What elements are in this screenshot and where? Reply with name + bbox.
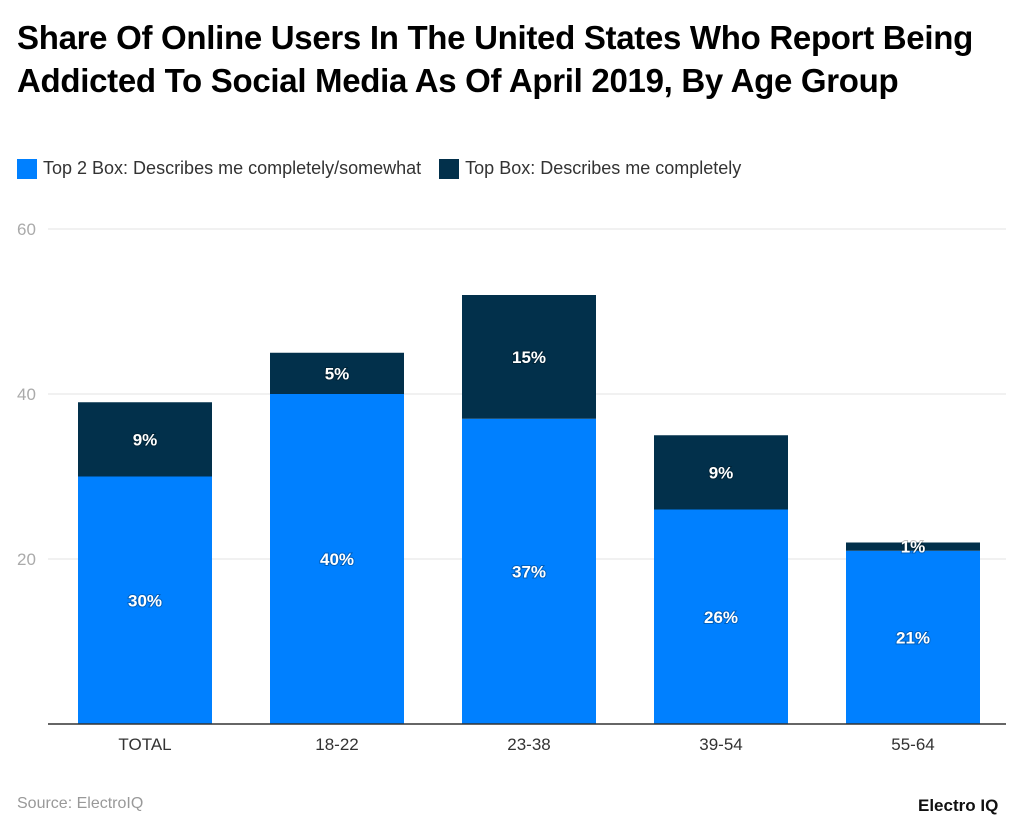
legend-item-top2: Top 2 Box: Describes me completely/somew… <box>17 158 421 179</box>
data-label: 9% <box>133 430 158 449</box>
bar-top2-23-38 <box>462 418 596 724</box>
data-label: 26% <box>704 608 738 627</box>
bar-top-39-54 <box>654 435 788 510</box>
data-label: 5% <box>325 364 350 383</box>
data-label: 1% <box>901 538 926 557</box>
data-label: 40% <box>320 550 354 569</box>
x-tick-label: 23-38 <box>507 735 550 754</box>
legend-label-top: Top Box: Describes me completely <box>465 158 742 178</box>
bar-top2-total <box>78 476 212 724</box>
bar-top2-18-22 <box>270 394 404 724</box>
legend: Top 2 Box: Describes me completely/somew… <box>17 158 741 179</box>
bar-top2-39-54 <box>654 509 788 724</box>
x-tick-label: 18-22 <box>315 735 358 754</box>
bar-top-total <box>78 402 212 477</box>
data-label: 37% <box>512 562 546 581</box>
data-label: 9% <box>709 463 734 482</box>
legend-swatch-top2 <box>17 158 37 179</box>
y-tick-label: 60 <box>17 220 36 239</box>
x-tick-label: 39-54 <box>699 735 742 754</box>
source-note: Source: ElectroIQ <box>17 795 144 812</box>
x-tick-label: 55-64 <box>891 735 934 754</box>
data-label: 15% <box>512 348 546 367</box>
bar-top-23-38 <box>462 295 596 419</box>
bar-top-18-22 <box>270 352 404 394</box>
y-tick-label: 20 <box>17 550 36 569</box>
legend-swatch-top <box>439 158 460 179</box>
x-tick-label: TOTAL <box>118 735 171 754</box>
legend-label-top2: Top 2 Box: Describes me completely/somew… <box>43 158 422 178</box>
electroiq-logo: Electro IQ <box>918 796 999 815</box>
chart-title: Share Of Online Users In The United Stat… <box>17 19 973 99</box>
data-label: 21% <box>896 628 930 647</box>
bar-top-55-64 <box>846 542 980 551</box>
data-label: 30% <box>128 591 162 610</box>
legend-item-top: Top Box: Describes me completely <box>439 158 741 179</box>
y-tick-label: 40 <box>17 385 36 404</box>
bar-top2-55-64 <box>846 550 980 724</box>
